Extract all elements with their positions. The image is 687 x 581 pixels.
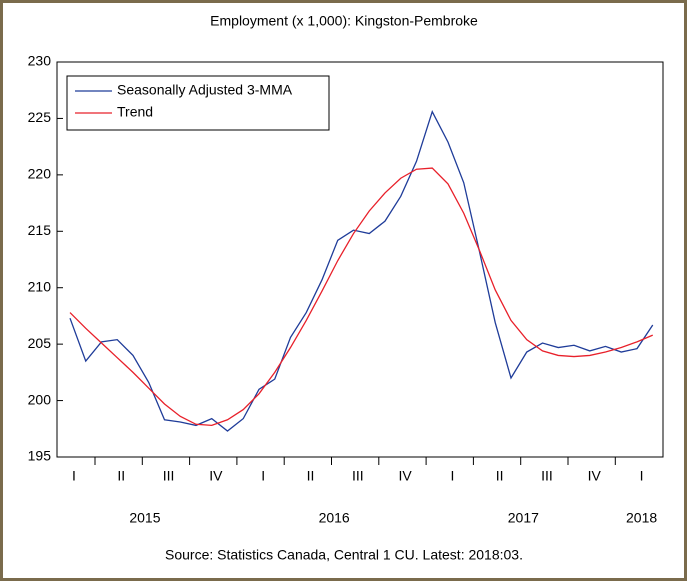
legend-box — [66, 75, 330, 131]
plot-frame — [56, 61, 664, 458]
x-tick-label: II — [307, 468, 315, 484]
legend-label: Seasonally Adjusted 3-MMA — [117, 82, 293, 98]
y-tick-label: 225 — [28, 109, 52, 125]
y-tick-label: 195 — [28, 448, 52, 464]
x-tick-label: IV — [209, 468, 223, 484]
year-label: 2018 — [626, 510, 657, 526]
y-tick-label: 210 — [28, 278, 52, 294]
legend-label: Trend — [117, 104, 153, 120]
x-tick-label: III — [163, 468, 175, 484]
year-label: 2015 — [129, 510, 160, 526]
source: Source: Statistics Canada, Central 1 CU.… — [165, 547, 523, 563]
y-tick-label: 205 — [28, 335, 52, 351]
series-line — [69, 109, 654, 432]
x-tick-label: III — [541, 468, 553, 484]
y-tick-label: 230 — [28, 53, 52, 69]
y-tick-label: 220 — [28, 166, 52, 182]
y-tick-label: 200 — [28, 391, 52, 407]
x-tick-label: I — [261, 468, 265, 484]
year-label: 2016 — [319, 510, 350, 526]
x-tick-label: I — [450, 468, 454, 484]
x-tick-label: II — [496, 468, 504, 484]
year-label: 2017 — [508, 510, 539, 526]
x-tick-label: II — [117, 468, 125, 484]
x-tick-label: I — [640, 468, 644, 484]
x-tick-label: I — [72, 468, 76, 484]
series-line — [69, 167, 654, 427]
chart-title: Employment (x 1,000): Kingston-Pembroke — [210, 13, 478, 29]
x-tick-label: IV — [398, 468, 412, 484]
x-tick-label: III — [352, 468, 364, 484]
x-tick-label: IV — [588, 468, 602, 484]
y-tick-label: 215 — [28, 222, 52, 238]
